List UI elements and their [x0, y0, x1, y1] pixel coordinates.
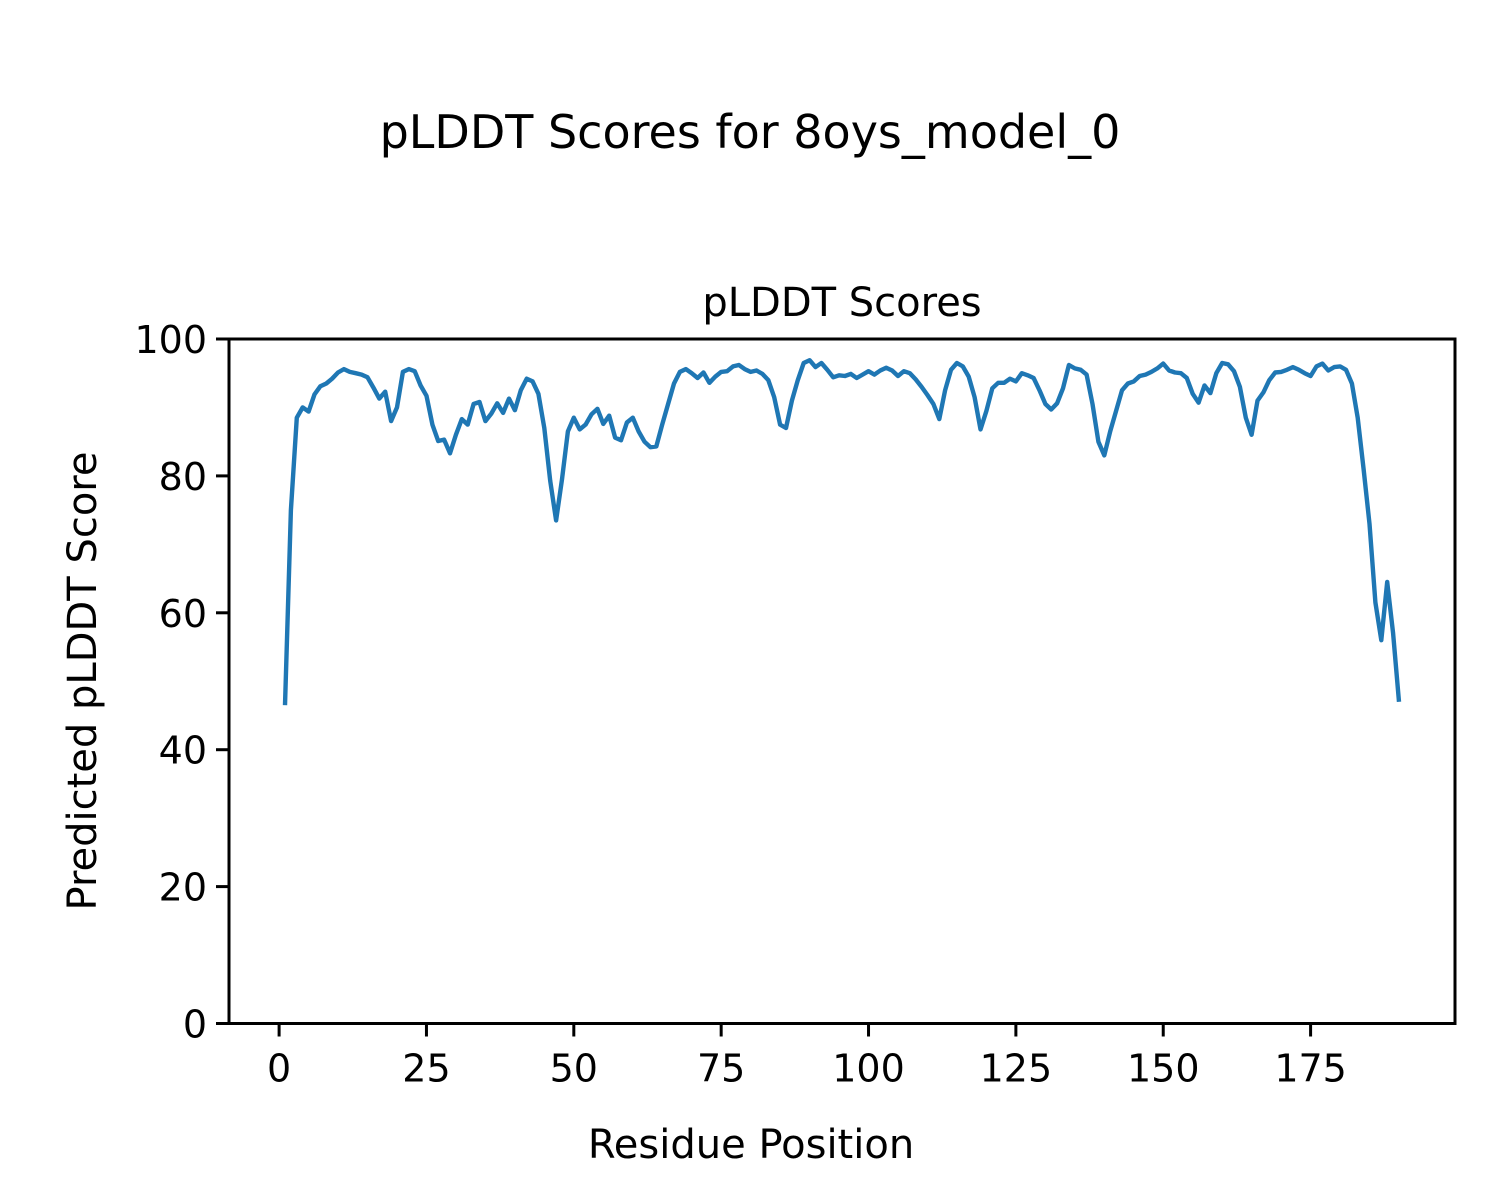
y-tick-label: 40 [159, 729, 207, 773]
plddt-line [282, 358, 1402, 706]
x-tick-label: 150 [1127, 1047, 1200, 1091]
y-tick-label: 100 [134, 318, 207, 362]
axes-title: pLDDT Scores [702, 280, 981, 326]
x-tick-label: 125 [980, 1047, 1053, 1091]
y-tick-label: 80 [159, 455, 207, 499]
x-ticks-group: 0 25 50 75 100 125 150 175 [267, 1023, 1347, 1091]
x-tick-label: 75 [697, 1047, 745, 1091]
x-axis-label: Residue Position [588, 1122, 914, 1168]
x-tick-label: 25 [402, 1047, 450, 1091]
figure-suptitle: pLDDT Scores for 8oys_model_0 [380, 105, 1121, 159]
plot-area [227, 337, 1457, 1025]
x-tick-label: 0 [267, 1047, 291, 1091]
x-tick-label: 100 [832, 1047, 905, 1091]
y-tick-label: 0 [183, 1003, 207, 1047]
y-tick-label: 60 [159, 592, 207, 636]
y-tick-label: 20 [159, 866, 207, 910]
y-ticks-group: 0 20 40 60 80 100 [134, 318, 229, 1047]
y-axis-label: Predicted pLDDT Score [60, 452, 106, 911]
x-tick-label: 50 [550, 1047, 598, 1091]
x-tick-label: 175 [1274, 1047, 1347, 1091]
